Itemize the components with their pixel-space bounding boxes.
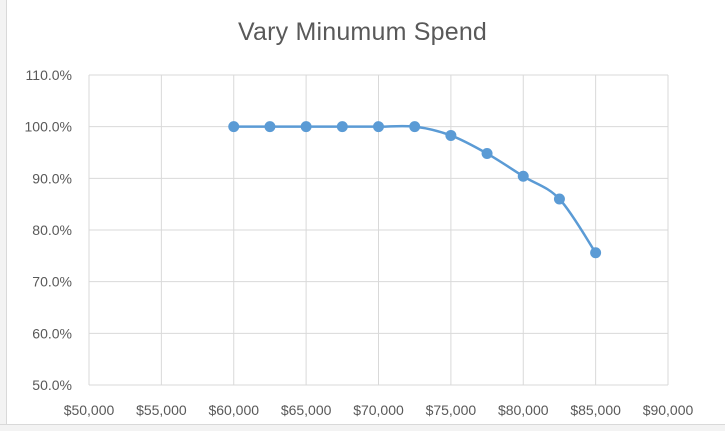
data-point	[336, 121, 348, 133]
x-tick-label: $55,000	[136, 402, 187, 418]
spreadsheet-bottom-edge	[0, 424, 725, 431]
x-tick-label: $85,000	[570, 402, 621, 418]
data-point	[590, 247, 602, 259]
x-tick-label: $75,000	[426, 402, 477, 418]
y-tick-label: 110.0%	[26, 67, 72, 83]
data-point	[228, 121, 240, 133]
x-tick-label: $80,000	[498, 402, 549, 418]
data-point	[264, 121, 276, 133]
data-point	[445, 129, 457, 141]
y-tick-label: 90.0%	[32, 170, 72, 186]
data-point	[300, 121, 312, 133]
x-tick-label: $90,000	[643, 402, 694, 418]
x-tick-label: $50,000	[64, 402, 115, 418]
data-point	[553, 193, 565, 205]
y-tick-label: 80.0%	[32, 222, 72, 238]
y-tick-label: 50.0%	[32, 377, 72, 393]
data-point	[517, 170, 529, 182]
data-point	[409, 121, 421, 133]
x-tick-label: $65,000	[281, 402, 332, 418]
data-point	[373, 121, 384, 133]
x-tick-label: $70,000	[353, 402, 404, 418]
spreadsheet-edge	[0, 0, 7, 431]
y-tick-label: 60.0%	[32, 325, 72, 341]
series-line	[232, 124, 597, 254]
y-tick-label: 70.0%	[32, 274, 72, 290]
chart-title: Vary Minumum Spend	[237, 18, 488, 46]
data-point	[481, 148, 493, 160]
y-tick-label: 100.0%	[25, 119, 72, 135]
x-tick-label: $60,000	[208, 402, 259, 418]
